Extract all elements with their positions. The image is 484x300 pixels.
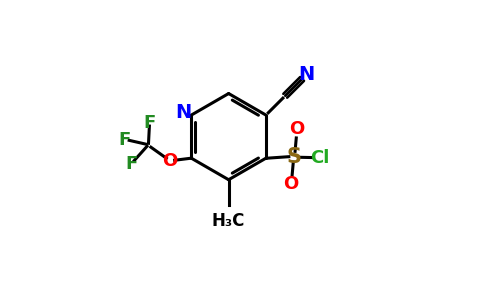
Text: O: O xyxy=(284,175,299,193)
Text: F: F xyxy=(119,131,131,149)
Text: N: N xyxy=(176,103,192,122)
Text: O: O xyxy=(289,120,305,138)
Text: Cl: Cl xyxy=(310,149,330,167)
Text: N: N xyxy=(299,65,315,84)
Text: O: O xyxy=(162,152,178,170)
Text: F: F xyxy=(125,155,137,173)
Text: F: F xyxy=(144,113,156,131)
Text: S: S xyxy=(287,147,302,167)
Text: H₃C: H₃C xyxy=(212,212,245,230)
